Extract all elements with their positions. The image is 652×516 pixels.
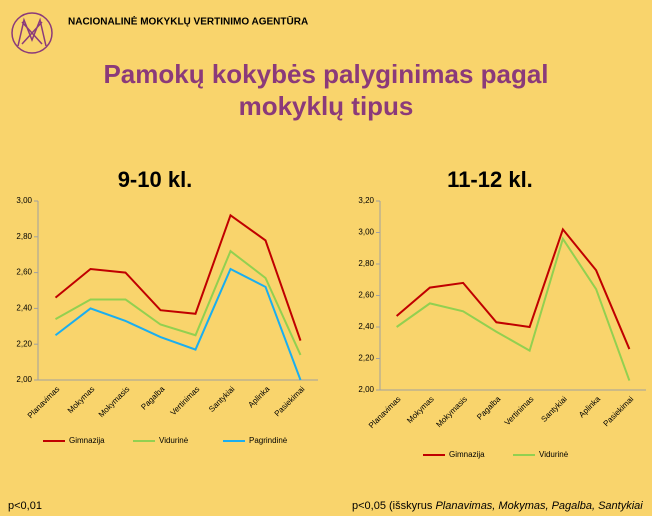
- legend-label: Gimnazija: [449, 450, 485, 459]
- y-tick-label: 2,40: [358, 322, 374, 331]
- legend-label: Gimnazija: [69, 436, 105, 445]
- y-tick-label: 2,40: [16, 304, 32, 313]
- y-tick-label: 2,00: [16, 375, 32, 384]
- x-tick-label: Aplinka: [577, 394, 602, 419]
- x-tick-label: Planavimas: [26, 385, 62, 421]
- slide-title: Pamokų kokybės palyginimas pagal: [103, 59, 548, 89]
- series-line: [55, 249, 302, 356]
- x-tick-label: Pasiekimai: [273, 384, 307, 418]
- x-tick-label: Mokymas: [66, 385, 97, 416]
- x-tick-label: Planavimas: [367, 395, 403, 431]
- agency-name: NACIONALINĖ MOKYKLŲ VERTINIMO AGENTŪRA: [68, 15, 308, 28]
- y-tick-label: 2,60: [16, 268, 32, 277]
- series-line: [396, 236, 631, 381]
- legend-label: Vidurinė: [539, 450, 569, 459]
- chart-title: 9-10 kl.: [118, 167, 193, 192]
- x-tick-label: Vertinimas: [503, 395, 536, 428]
- y-tick-label: 2,80: [358, 259, 374, 268]
- chart-title: 11-12 kl.: [447, 167, 533, 192]
- x-tick-label: Pagalba: [139, 384, 167, 412]
- x-tick-label: Pagalba: [475, 394, 503, 422]
- footnote: p<0,01: [8, 500, 42, 512]
- y-tick-label: 2,60: [358, 291, 374, 300]
- legend-label: Vidurinė: [159, 436, 189, 445]
- legend-label: Pagrindinė: [249, 436, 288, 445]
- y-tick-label: 3,00: [16, 196, 32, 205]
- slide-title: mokyklų tipus: [239, 91, 414, 121]
- footnote-part: p<0,05 (išskyrus: [352, 500, 435, 512]
- x-tick-label: Santykiai: [539, 394, 568, 423]
- series-line: [54, 267, 302, 381]
- footnote: p<0,05 (išskyrus Planavimas, Mokymas, Pa…: [352, 500, 643, 512]
- logo: [11, 12, 53, 54]
- x-tick-label: Pasiekimai: [602, 394, 636, 428]
- x-tick-label: Santykiai: [207, 384, 236, 413]
- x-tick-label: Mokymasis: [434, 395, 469, 430]
- y-tick-label: 2,20: [358, 354, 374, 363]
- x-tick-label: Aplinka: [246, 384, 271, 409]
- x-tick-label: Mokymas: [405, 395, 436, 426]
- y-tick-label: 2,20: [16, 339, 32, 348]
- y-tick-label: 2,80: [16, 232, 32, 241]
- y-tick-label: 3,00: [358, 228, 374, 237]
- y-tick-label: 2,00: [358, 385, 374, 394]
- series-line: [395, 227, 631, 350]
- x-tick-label: Mokymasis: [97, 385, 132, 420]
- series-line: [54, 213, 302, 341]
- footnote-part: Planavimas, Mokymas, Pagalba, Santykiai: [435, 500, 643, 512]
- x-tick-label: Vertinimas: [169, 385, 202, 418]
- y-tick-label: 3,20: [358, 196, 374, 205]
